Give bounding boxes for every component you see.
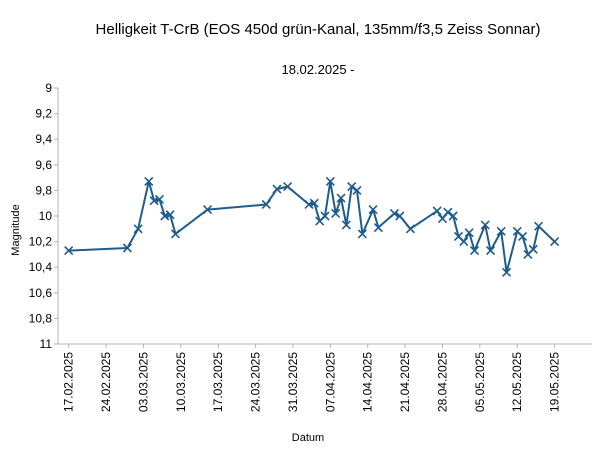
data-point bbox=[347, 181, 357, 192]
data-point bbox=[320, 211, 330, 221]
data-point bbox=[528, 244, 538, 254]
x-tick-label: 19.05.2025 bbox=[548, 352, 562, 412]
y-tick-label: 9,2 bbox=[35, 107, 52, 121]
x-tick-label: 17.03.2025 bbox=[211, 352, 225, 412]
y-tick-label: 10,2 bbox=[29, 235, 53, 249]
y-axis-label: Magnitude bbox=[10, 204, 22, 255]
data-point bbox=[325, 176, 335, 187]
y-tick-label: 9,8 bbox=[35, 183, 52, 197]
y-tick-label: 10 bbox=[39, 209, 53, 223]
y-tick-label: 11 bbox=[40, 337, 53, 351]
data-point bbox=[202, 205, 213, 215]
data-point bbox=[272, 184, 282, 194]
x-tick-label: 03.03.2025 bbox=[136, 352, 150, 412]
y-tick-label: 9,6 bbox=[35, 158, 52, 172]
data-point bbox=[64, 245, 74, 256]
data-point bbox=[432, 206, 442, 216]
data-point bbox=[309, 198, 319, 208]
y-tick-label: 10,8 bbox=[29, 311, 53, 325]
data-point bbox=[550, 237, 560, 247]
data-point bbox=[443, 207, 453, 217]
data-point bbox=[496, 226, 506, 236]
data-point bbox=[122, 243, 132, 253]
data-point bbox=[534, 221, 544, 231]
x-tick-label: 31.03.2025 bbox=[286, 352, 300, 412]
data-point bbox=[352, 185, 362, 195]
x-tick-label: 14.04.2025 bbox=[361, 352, 375, 412]
data-point bbox=[331, 208, 341, 219]
data-point bbox=[144, 176, 154, 187]
data-point bbox=[405, 224, 416, 234]
data-point bbox=[373, 222, 383, 233]
y-tick-label: 10,4 bbox=[29, 260, 53, 274]
data-point bbox=[133, 224, 143, 234]
x-axis-label: Datum bbox=[292, 432, 324, 444]
data-point bbox=[357, 229, 367, 239]
x-tick-label: 05.05.2025 bbox=[473, 352, 487, 412]
data-point bbox=[368, 205, 378, 215]
data-point bbox=[336, 193, 346, 203]
data-point bbox=[469, 245, 480, 256]
y-tick-label: 9,4 bbox=[35, 132, 52, 146]
chart-subtitle: 18.02.2025 - bbox=[281, 62, 354, 77]
data-point bbox=[170, 229, 181, 239]
data-point bbox=[389, 208, 399, 219]
data-point bbox=[304, 199, 314, 210]
data-point bbox=[395, 211, 405, 221]
x-tick-label: 24.02.2025 bbox=[99, 352, 113, 412]
data-point bbox=[480, 220, 490, 230]
x-tick-label: 07.04.2025 bbox=[323, 352, 337, 412]
data-point bbox=[283, 181, 293, 192]
data-point bbox=[154, 194, 165, 204]
y-tick-label: 9 bbox=[45, 81, 52, 95]
y-tick-label: 10,6 bbox=[29, 286, 53, 300]
data-point bbox=[464, 228, 474, 238]
data-point bbox=[448, 211, 458, 221]
data-point bbox=[459, 237, 469, 247]
data-point bbox=[160, 211, 170, 221]
x-tick-label: 10.03.2025 bbox=[174, 352, 188, 412]
x-tick-label: 24.03.2025 bbox=[249, 352, 263, 412]
data-point bbox=[149, 196, 159, 206]
chart-title: Helligkeit T-CrB (EOS 450d grün-Kanal, 1… bbox=[96, 21, 541, 38]
data-point bbox=[261, 199, 271, 210]
data-point bbox=[485, 245, 496, 256]
x-tick-label: 12.05.2025 bbox=[510, 352, 524, 412]
data-point bbox=[501, 267, 512, 277]
data-point bbox=[165, 210, 175, 220]
x-tick-label: 21.04.2025 bbox=[398, 352, 412, 412]
data-point bbox=[341, 220, 351, 230]
x-tick-label: 17.02.2025 bbox=[62, 352, 76, 412]
data-point bbox=[518, 231, 528, 242]
x-tick-label: 28.04.2025 bbox=[435, 352, 449, 412]
